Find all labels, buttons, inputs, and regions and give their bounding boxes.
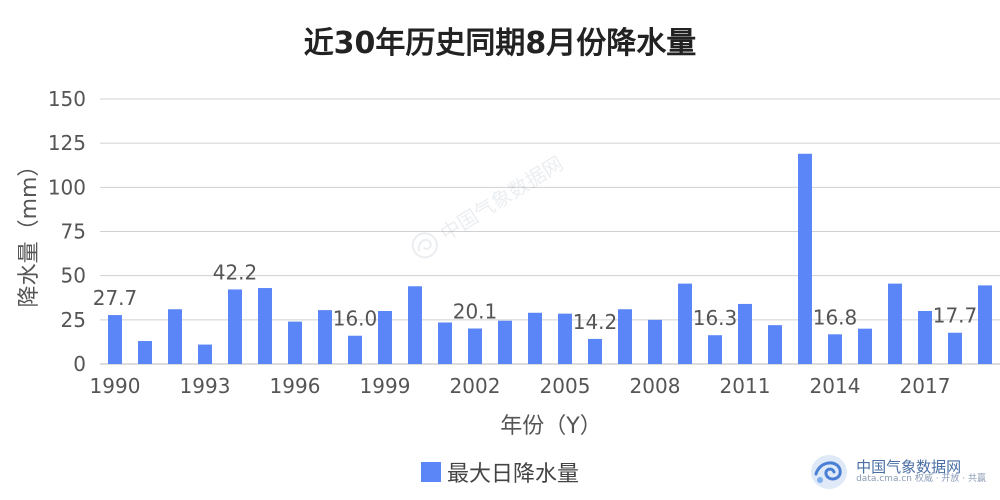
bar	[198, 344, 212, 364]
bar	[678, 283, 692, 364]
bar	[768, 325, 782, 364]
brand-logo: 中国气象数据网 data.cma.cn 权威 · 开放 · 共赢	[808, 452, 986, 492]
chart-title: 近30年历史同期8月份降水量	[303, 26, 697, 61]
bar	[708, 335, 722, 364]
legend-label: 最大日降水量	[446, 462, 579, 487]
bar	[348, 335, 362, 364]
x-tick-label: 2011	[720, 374, 771, 398]
bar	[168, 309, 182, 364]
data-label: 14.2	[573, 310, 618, 334]
data-label: 16.0	[333, 307, 378, 331]
bar	[648, 319, 662, 364]
y-axis-ticks: 0 25 50 75 100 125 150	[48, 87, 86, 376]
bar	[498, 320, 512, 364]
bar	[228, 289, 242, 364]
x-tick-label: 1990	[90, 374, 141, 398]
y-tick-label: 150	[48, 87, 86, 111]
bar	[468, 328, 482, 364]
bar	[738, 303, 752, 364]
data-label: 27.7	[93, 286, 138, 310]
y-tick-label: 100	[48, 175, 86, 199]
x-axis-title: 年份（Y）	[500, 414, 601, 439]
x-tick-label: 1999	[360, 374, 411, 398]
bar	[798, 153, 812, 364]
bar	[948, 332, 962, 364]
bar	[978, 285, 992, 364]
bar	[108, 315, 122, 364]
cma-swirl-icon	[411, 231, 438, 258]
brand-subtitle: data.cma.cn 权威 · 开放 · 共赢	[856, 474, 986, 485]
bar	[588, 338, 602, 364]
y-tick-label: 0	[73, 352, 86, 376]
x-tick-label: 2005	[540, 374, 591, 398]
bar	[618, 309, 632, 364]
bar	[918, 311, 932, 364]
data-label: 42.2	[213, 260, 258, 284]
y-axis-title: 降水量（mm）	[17, 155, 42, 308]
x-tick-label: 2017	[900, 374, 951, 398]
brand-name: 中国气象数据网	[856, 457, 962, 476]
y-tick-label: 25	[61, 308, 86, 332]
bar	[258, 288, 272, 364]
bar	[318, 310, 332, 364]
y-tick-label: 75	[61, 220, 86, 244]
bar	[828, 334, 842, 364]
x-tick-label: 2014	[810, 374, 861, 398]
data-label: 20.1	[453, 299, 498, 323]
cma-swirl-icon	[811, 455, 848, 489]
data-label: 17.7	[933, 304, 978, 328]
bar	[558, 313, 572, 364]
data-label: 16.3	[693, 306, 738, 330]
y-tick-label: 50	[61, 264, 86, 288]
x-tick-label: 1996	[270, 374, 321, 398]
y-tick-label: 125	[48, 131, 86, 155]
bar	[438, 322, 452, 364]
bar	[378, 311, 392, 364]
legend-swatch	[420, 462, 441, 482]
x-tick-label: 2008	[630, 374, 681, 398]
bar-series	[108, 153, 992, 364]
legend: 最大日降水量	[0, 456, 1000, 488]
x-tick-label: 1993	[180, 374, 231, 398]
bar	[858, 328, 872, 364]
bar	[408, 286, 422, 364]
bar	[888, 283, 902, 364]
bar	[138, 341, 152, 364]
x-axis-ticks: 1990 1993 1996 1999 2002 2005 2008 2011 2014 2017	[90, 374, 951, 398]
watermark: 中国气象数据网	[405, 148, 568, 265]
gridlines	[100, 98, 1000, 365]
bar	[528, 312, 542, 364]
bar	[288, 321, 302, 364]
data-label: 16.8	[813, 305, 858, 329]
x-tick-label: 2002	[450, 374, 501, 398]
data-labels: 27.7 42.2 16.0 20.1 14.2 16.3 16.8 17.7	[93, 260, 978, 333]
